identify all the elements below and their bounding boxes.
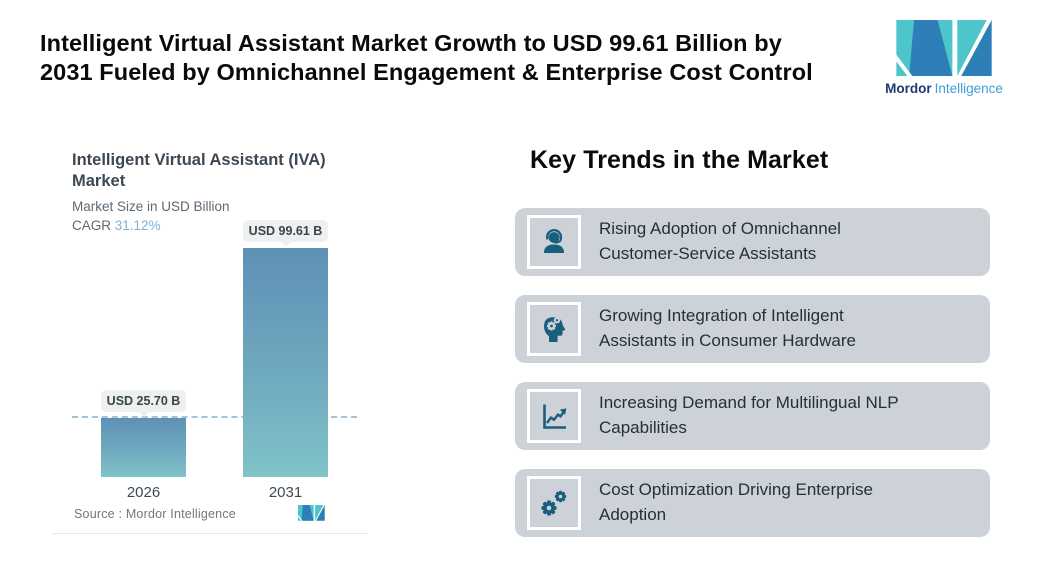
trend-text: Growing Integration of Intelligent Assis… <box>599 304 856 353</box>
chart-bottom-divider <box>52 533 368 534</box>
trend-card-consumer-hardware: Growing Integration of Intelligent Assis… <box>515 295 990 363</box>
page-title-line1: Intelligent Virtual Assistant Market Gro… <box>40 30 782 56</box>
trend-text-line2: Adoption <box>599 505 667 524</box>
brand-logo: Mordor Intelligence <box>884 20 1004 96</box>
trend-text-line1: Rising Adoption of Omnichannel <box>599 219 841 239</box>
support-agent-icon <box>544 228 564 253</box>
page-title: Intelligent Virtual Assistant Market Gro… <box>40 29 885 87</box>
bar-group-2026: USD 25.70 B 2026 <box>101 245 186 501</box>
trend-text-line1: Growing Integration of Intelligent <box>599 306 844 326</box>
trend-text-line1: Increasing Demand for Multilingual NLP <box>599 393 899 413</box>
bar-value-label-2026: USD 25.70 B <box>101 390 186 417</box>
key-trends-panel: Key Trends in the Market Rising Adoption… <box>515 146 990 537</box>
trend-card-cost-optimization: Cost Optimization Driving Enterprise Ado… <box>515 469 990 537</box>
trends-heading: Key Trends in the Market <box>530 146 829 174</box>
x-tick-2026: 2026 <box>126 484 161 501</box>
bar-group-2031: USD 99.61 B 2031 <box>243 220 328 501</box>
head-gears-icon <box>544 316 566 342</box>
trend-text: Rising Adoption of Omnichannel Customer-… <box>599 217 841 266</box>
chart-title: Intelligent Virtual Assistant (IVA) Mark… <box>72 150 382 193</box>
trend-icon-box <box>527 215 581 269</box>
reference-dashed-line <box>72 416 357 418</box>
bar-2026 <box>101 418 186 477</box>
bar-value-label-2031: USD 99.61 B <box>243 220 328 247</box>
trend-icon-box <box>527 302 581 356</box>
cagr-value: 31.12% <box>114 217 161 233</box>
brand-word-primary: Mordor <box>885 81 932 96</box>
brand-wordmark: Mordor Intelligence <box>884 81 1004 96</box>
x-tick-2031: 2031 <box>268 484 303 501</box>
mordor-intelligence-logo-icon <box>895 20 992 77</box>
cagr-label: CAGR <box>72 217 112 233</box>
trend-cards: Rising Adoption of Omnichannel Customer-… <box>515 208 990 537</box>
trend-icon-box <box>527 476 581 530</box>
market-chart: Intelligent Virtual Assistant (IVA) Mark… <box>52 150 382 536</box>
trend-icon-box <box>527 389 581 443</box>
trend-card-omnichannel: Rising Adoption of Omnichannel Customer-… <box>515 208 990 276</box>
page-title-line2: 2031 Fueled by Omnichannel Engagement & … <box>40 59 813 86</box>
line-chart-icon <box>543 404 567 429</box>
chart-title-line1: Intelligent Virtual Assistant (IVA) <box>72 151 326 169</box>
gears-icon <box>541 490 567 516</box>
brand-word-secondary: Intelligence <box>934 81 1003 96</box>
chart-title-line2: Market <box>72 172 126 191</box>
trend-text-line2: Customer-Service Assistants <box>599 244 817 263</box>
source-text: Source : Mordor Intelligence <box>74 507 236 521</box>
trend-text: Cost Optimization Driving Enterprise Ado… <box>599 478 873 527</box>
chart-subtitle: Market Size in USD Billion <box>72 198 230 214</box>
source-logo-icon <box>298 505 325 521</box>
chart-source-row: Source : Mordor Intelligence <box>74 505 374 527</box>
trend-text-line2: Capabilities <box>599 418 687 437</box>
chart-cagr: CAGR 31.12% <box>72 218 382 233</box>
trend-text-line1: Cost Optimization Driving Enterprise <box>599 480 873 500</box>
trend-text: Increasing Demand for Multilingual NLP C… <box>599 391 899 440</box>
bar-2031 <box>243 248 328 477</box>
trend-card-multilingual-nlp: Increasing Demand for Multilingual NLP C… <box>515 382 990 450</box>
trend-text-line2: Assistants in Consumer Hardware <box>599 331 856 350</box>
bar-plot: USD 25.70 B 2026 USD 99.61 B 2031 <box>72 220 372 501</box>
